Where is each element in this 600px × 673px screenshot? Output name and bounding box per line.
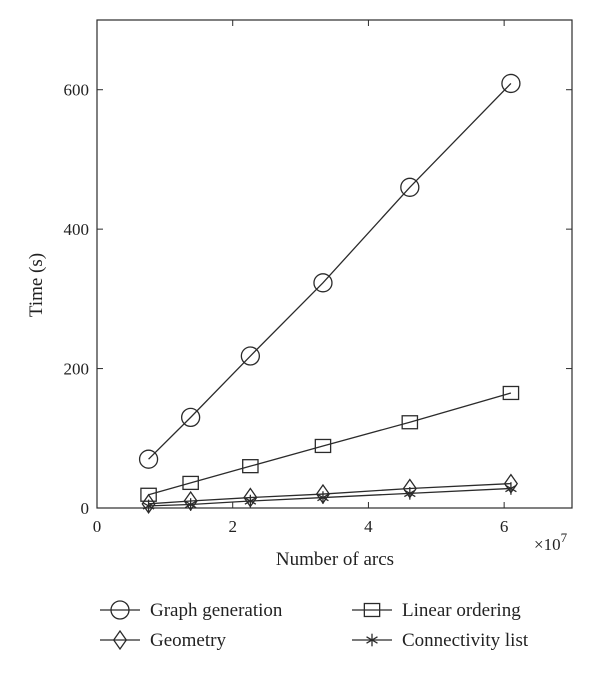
- axis-ticks: 0 2 4 6 0 200 400 600: [64, 20, 572, 536]
- x-tick-label: 0: [93, 517, 102, 536]
- plot-frame: [96, 19, 573, 509]
- data-point-square: [242, 459, 259, 474]
- series-asterisk: [142, 482, 517, 513]
- series-line: [148, 82, 512, 460]
- data-point-asterisk: [505, 482, 517, 495]
- series-line: [148, 487, 511, 507]
- data-point-square: [502, 385, 520, 401]
- x-scale-base: ×10: [534, 535, 561, 554]
- data-point-square: [363, 602, 381, 618]
- y-tick-label: 600: [64, 81, 90, 100]
- x-axis-scale-label: ×107: [534, 530, 568, 554]
- x-axis-label: Number of arcs: [276, 549, 394, 570]
- series-square: [140, 385, 520, 502]
- data-point-circle: [501, 73, 521, 94]
- y-axis-label: Time (s): [26, 253, 47, 317]
- data-point-asterisk: [404, 487, 416, 500]
- data-point-circle: [400, 177, 420, 197]
- legend-label: Geometry: [150, 630, 226, 651]
- legend-item: Connectivity list: [352, 630, 529, 651]
- legend-label: Connectivity list: [402, 630, 529, 651]
- legend-item: Linear ordering: [352, 600, 521, 621]
- data-point-asterisk: [317, 491, 329, 504]
- x-tick-label: 4: [364, 517, 373, 536]
- y-tick-label: 200: [64, 360, 90, 379]
- data-point-diamond: [112, 629, 128, 651]
- data-point-circle: [138, 449, 159, 469]
- x-tick-label: 6: [500, 517, 509, 536]
- data-point-asterisk: [244, 494, 257, 508]
- data-point-square: [314, 438, 332, 454]
- plot-area: [96, 19, 573, 509]
- legend: Graph generation Linear ordering Geometry C…: [100, 600, 529, 651]
- legend-label: Linear ordering: [402, 600, 521, 621]
- x-scale-exponent: 7: [561, 530, 568, 545]
- legend-item: Graph generation: [100, 600, 283, 621]
- data-point-diamond: [141, 493, 156, 514]
- series-line: [148, 482, 511, 505]
- data-point-asterisk: [184, 498, 197, 511]
- data-point-square: [182, 475, 199, 491]
- data-point-asterisk: [142, 499, 155, 513]
- y-tick-label: 0: [81, 499, 90, 518]
- data-point-circle: [313, 273, 333, 293]
- data-point-square: [401, 415, 419, 430]
- legend-label: Graph generation: [150, 600, 283, 621]
- data-point-circle: [110, 600, 130, 620]
- data-point-asterisk: [366, 633, 378, 647]
- y-tick-label: 400: [64, 220, 90, 239]
- series-layer: [138, 73, 521, 514]
- data-point-circle: [240, 346, 261, 366]
- data-point-circle: [180, 407, 201, 428]
- legend-item: Geometry: [100, 629, 226, 651]
- x-tick-label: 2: [228, 517, 237, 536]
- series-circle: [138, 73, 521, 469]
- series-line: [148, 392, 512, 496]
